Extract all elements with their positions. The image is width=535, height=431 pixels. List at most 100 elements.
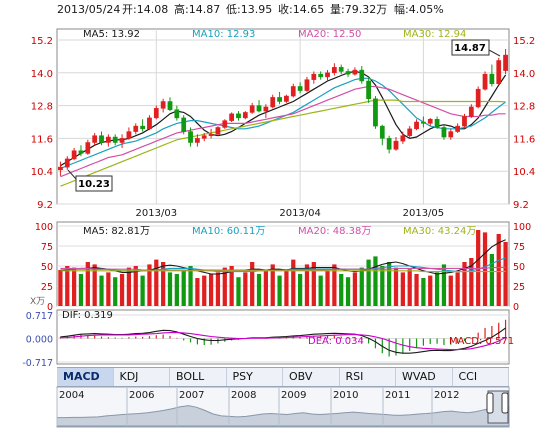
range-handle-left[interactable] — [486, 392, 494, 414]
macd-gridlines — [57, 314, 509, 363]
tab-psy[interactable]: PSY — [227, 368, 283, 386]
price-tick-right: 15.2 — [513, 36, 535, 47]
macd-legend-macd: MACD: 0.571 — [449, 336, 514, 347]
price-ma30-line — [60, 99, 506, 187]
header-high: 高:14.87 — [174, 2, 220, 16]
candle-up — [263, 106, 269, 112]
price-ma5-line — [60, 70, 507, 167]
volume-bar — [304, 264, 310, 306]
candle-up — [105, 136, 111, 143]
candle-up — [304, 79, 310, 91]
tab-obv[interactable]: OBV — [283, 368, 340, 386]
candle-down — [318, 73, 324, 78]
volume-bar — [448, 275, 453, 306]
vol-legend-ma30: MA30: 43.24万 — [403, 226, 476, 237]
volume-bar — [496, 234, 501, 306]
price-ma20-line — [60, 85, 506, 178]
candle-down — [345, 71, 351, 75]
candle-down — [338, 67, 344, 72]
candle-down — [140, 125, 145, 130]
volume-bar — [489, 254, 495, 306]
volume-bar — [154, 259, 159, 306]
vol-legend-ma10: MA10: 60.11万 — [192, 226, 265, 237]
volume-bar — [421, 278, 426, 306]
candle-up — [290, 86, 296, 97]
overview-year-label: 2008 — [231, 390, 256, 401]
overview-year-label: 2010 — [333, 390, 358, 401]
macd-legend-dif: DIF: 0.319 — [62, 310, 113, 321]
candle-up — [85, 142, 91, 154]
volume-bar — [352, 272, 358, 306]
price-tick-right: 9.2 — [513, 200, 529, 211]
legend-ma30: MA30: 12.94 — [403, 29, 466, 40]
header-low: 低:13.95 — [226, 3, 272, 16]
candle-down — [99, 135, 104, 143]
tab-kdj[interactable]: KDJ — [114, 368, 170, 386]
header-change: 幅:4.05% — [394, 3, 444, 16]
candle-down — [489, 73, 495, 84]
volume-bar — [195, 278, 200, 306]
volume-bar — [222, 267, 227, 306]
macd-lines — [60, 327, 506, 354]
volume-bar — [469, 258, 474, 306]
volume-gridlines — [57, 225, 509, 307]
candle-up — [270, 97, 276, 108]
volume-bar — [455, 272, 460, 306]
volume-bar — [434, 272, 440, 306]
indicator-tabs: MACD KDJ BOLL PSY OBV RSI WVAD CCI — [57, 367, 509, 387]
volume-panel — [56, 221, 510, 307]
price-tick-right: 11.6 — [513, 134, 535, 145]
range-slider[interactable] — [486, 390, 509, 424]
tab-wvad[interactable]: WVAD — [396, 368, 453, 386]
date-tick: 2013/03 — [136, 208, 178, 219]
volume-bar — [215, 272, 221, 306]
volume-bar — [441, 264, 447, 306]
tab-boll[interactable]: BOLL — [170, 368, 227, 386]
volume-axis-right: 100 75 50 25 0 — [513, 222, 531, 313]
macd-tick: 0.717 — [26, 311, 53, 322]
volume-bar — [503, 242, 508, 306]
candle-down — [78, 150, 84, 154]
volume-bar — [339, 274, 344, 306]
volume-bar — [387, 262, 392, 306]
candle-down — [112, 136, 118, 143]
overview-year-label: 2004 — [59, 390, 84, 401]
candle-up — [160, 101, 166, 109]
volume-bar — [181, 270, 186, 306]
volume-bar — [133, 266, 138, 306]
candle-up — [448, 131, 454, 138]
candle-up — [427, 119, 433, 124]
overview-price-area — [56, 405, 510, 427]
volume-bar — [147, 264, 152, 306]
legend-ma5: MA5: 13.92 — [83, 29, 140, 40]
volume-bar — [161, 262, 166, 306]
candle-up — [92, 135, 98, 143]
candle-up — [462, 116, 467, 127]
range-handle-right[interactable] — [501, 392, 509, 414]
volume-bar — [311, 262, 316, 306]
volume-bar — [332, 264, 337, 306]
candlesticks — [58, 49, 508, 176]
candle-down — [174, 109, 180, 119]
volume-bar — [92, 264, 97, 306]
candle-up — [482, 73, 488, 90]
tab-macd[interactable]: MACD — [57, 368, 114, 386]
tab-cci[interactable]: CCI — [453, 368, 509, 386]
volume-axis-left: 100 75 50 25 0 — [35, 222, 53, 313]
legend-ma10: MA10: 12.93 — [192, 29, 255, 40]
macd-dif-line — [60, 327, 506, 354]
candle-up — [468, 106, 474, 117]
price-tick-left: 12.8 — [31, 102, 53, 113]
tab-rsi[interactable]: RSI — [340, 368, 396, 386]
price-tick-left: 15.2 — [31, 36, 53, 47]
candle-down — [434, 119, 440, 128]
candle-down — [236, 113, 241, 119]
candle-down — [167, 101, 173, 110]
overview-year-label: 2012 — [434, 390, 459, 401]
date-tick: 2013/05 — [403, 208, 445, 219]
volume-bar — [325, 270, 330, 306]
price-tick-left: 14.0 — [31, 69, 53, 80]
candle-up — [229, 113, 235, 121]
volume-bar — [202, 275, 207, 306]
high-annotation: 14.87 — [451, 39, 501, 57]
